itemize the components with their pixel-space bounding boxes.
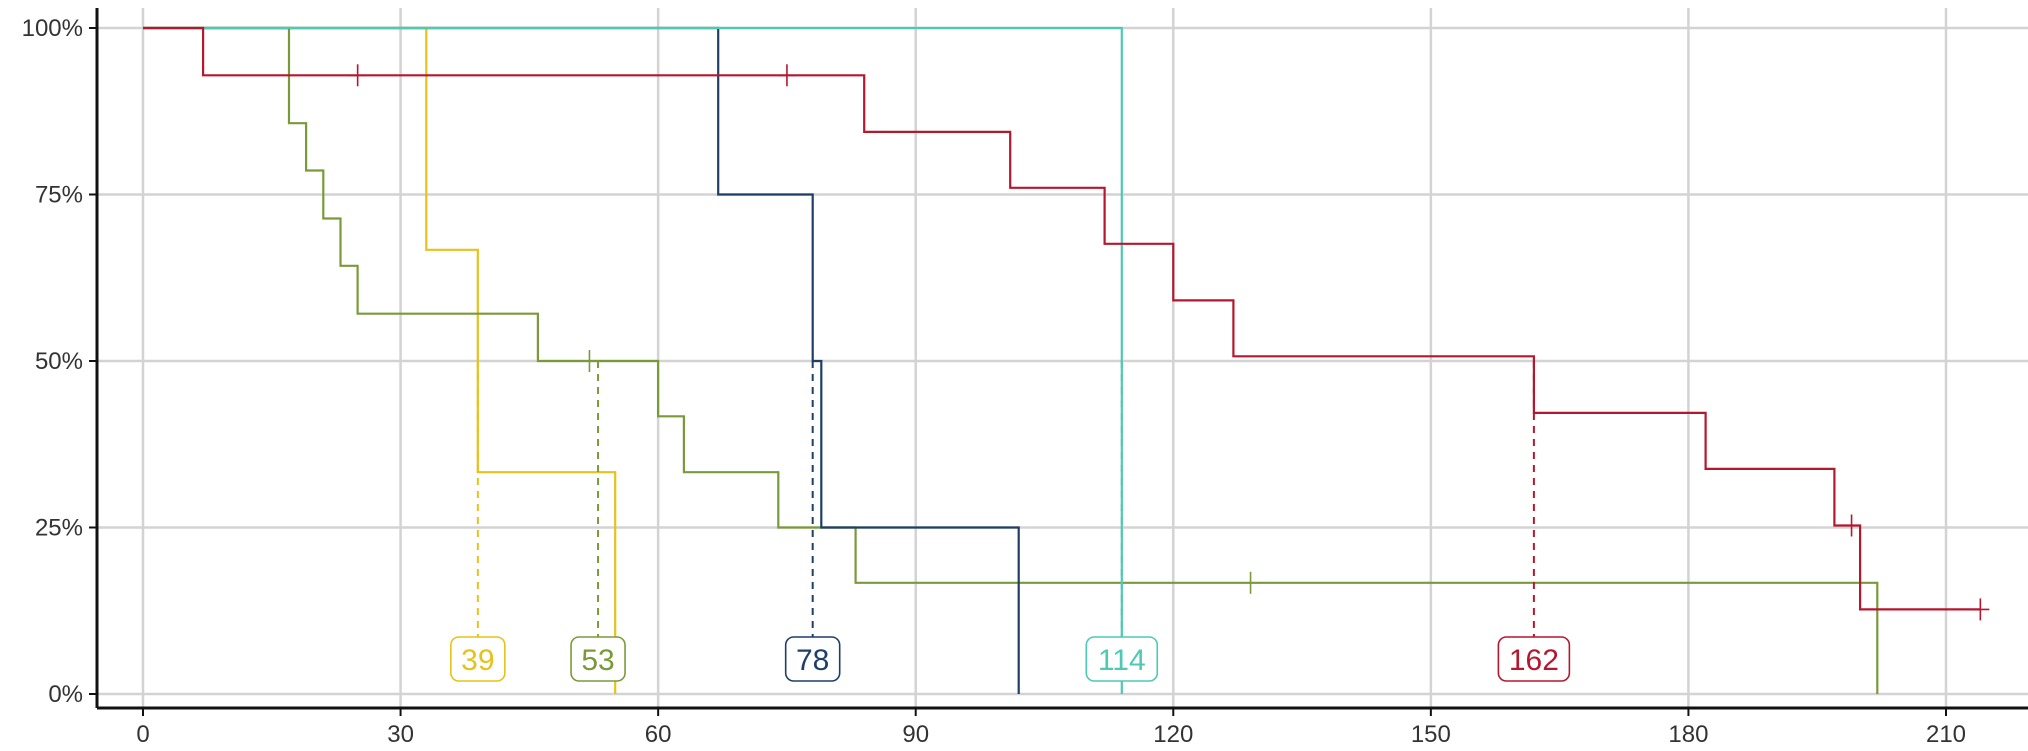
median-label-2: 78 <box>796 644 829 677</box>
median-label-box-3 <box>1085 636 1159 682</box>
median-label-box-1 <box>570 636 626 682</box>
x-tick-label: 90 <box>902 721 929 748</box>
x-tick-label: 120 <box>1153 721 1193 748</box>
y-tick-label: 50% <box>35 348 83 375</box>
median-label-box-2 <box>784 636 841 682</box>
median-label-0: 39 <box>461 644 494 677</box>
median-label-box-0 <box>450 636 506 682</box>
median-layer: 39 53 78 114 162 <box>450 361 1571 684</box>
y-tick-label: 25% <box>35 515 83 542</box>
grid-lines <box>97 8 2028 708</box>
x-tick-label: 150 <box>1411 721 1451 748</box>
y-tick-label: 75% <box>35 182 83 209</box>
series-line-4 <box>143 26 1981 611</box>
x-tick-label: 210 <box>1926 721 1966 748</box>
x-tick-label: 180 <box>1668 721 1708 748</box>
series-line-1 <box>143 26 1879 694</box>
y-tick-label: 0% <box>48 681 83 708</box>
x-tick-label: 30 <box>387 721 414 748</box>
median-label-box-4 <box>1497 636 1571 682</box>
axes <box>95 8 2028 710</box>
median-label-4: 162 <box>1509 644 1559 677</box>
tick-labels: 0 30 60 90 120 150 180 210 0% 25% 50% 75% 100% <box>22 15 1966 748</box>
y-tick-label: 100% <box>22 15 83 42</box>
x-tick-label: 60 <box>645 721 672 748</box>
median-label-3: 114 <box>1098 644 1146 677</box>
x-tick-label: 0 <box>136 721 149 748</box>
median-label-1: 53 <box>581 644 614 677</box>
